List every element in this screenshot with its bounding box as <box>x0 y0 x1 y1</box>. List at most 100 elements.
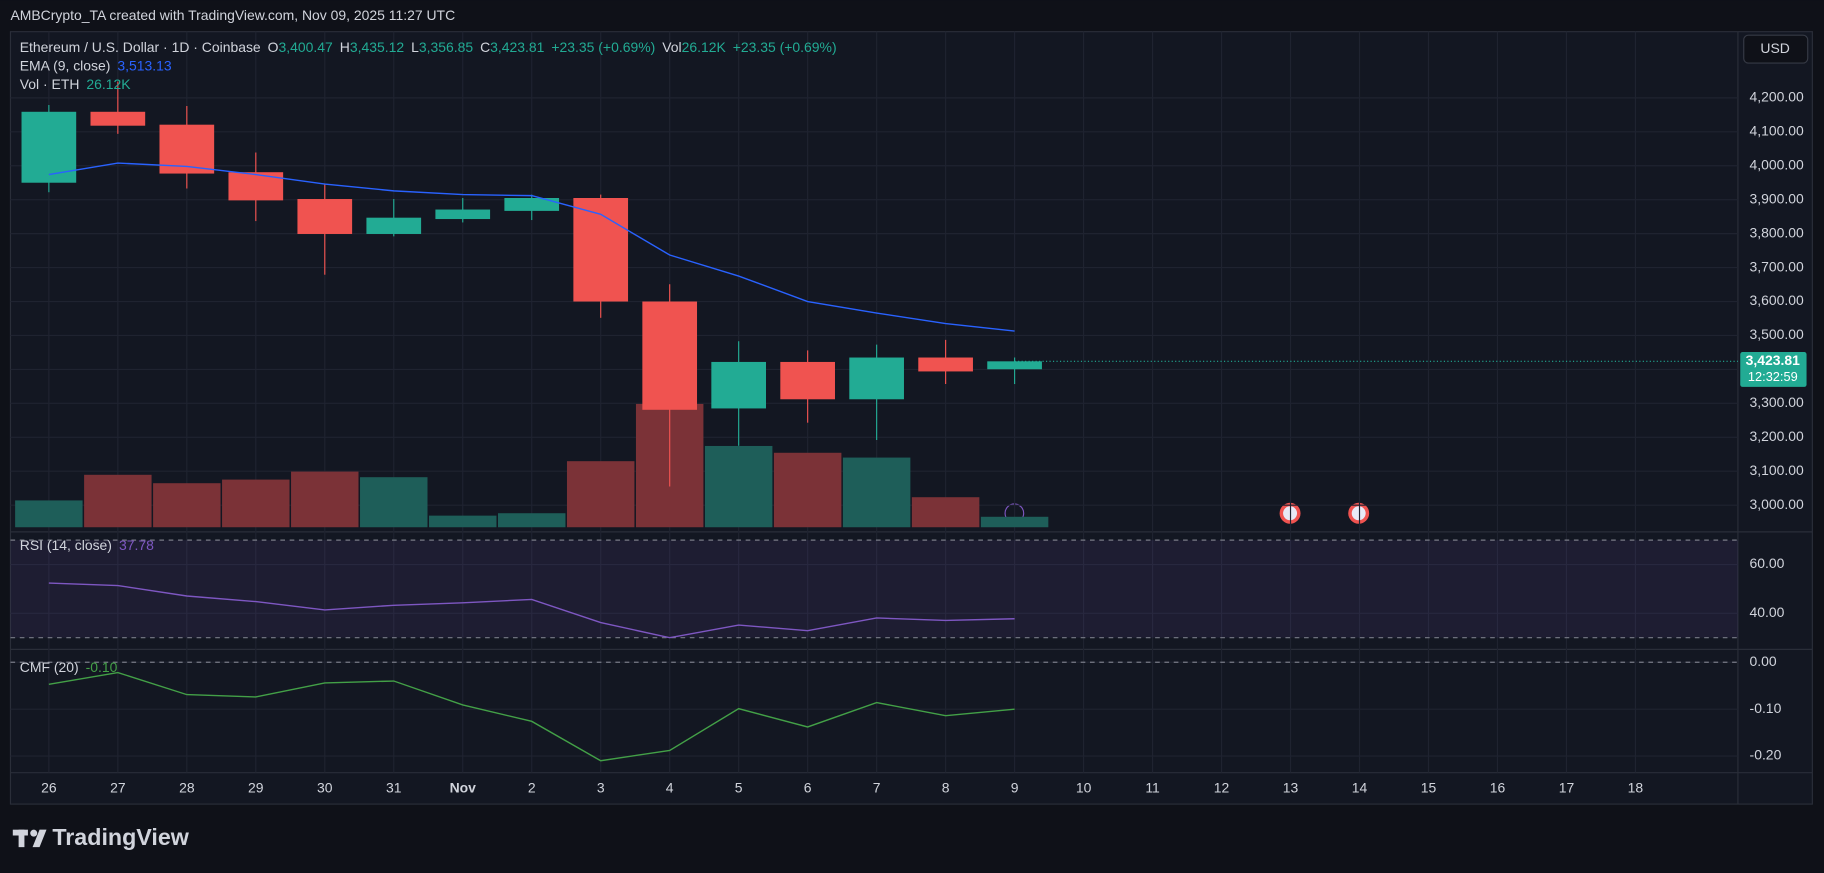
volume-bar <box>84 474 152 528</box>
ema-line <box>48 162 1015 332</box>
candle-body <box>504 197 560 211</box>
chart-frame <box>9 31 1813 805</box>
volume-name: Vol · ETH <box>20 76 80 92</box>
legend-value: 26.12K <box>682 39 727 55</box>
currency-button[interactable] <box>1743 34 1809 64</box>
x-tick-label: 3 <box>597 780 605 796</box>
x-tick-label: Nov <box>450 780 477 796</box>
candle-body <box>780 361 835 400</box>
x-tick-label: 5 <box>735 780 743 796</box>
candle-body <box>711 361 767 409</box>
y-tick-label: 3,500.00 <box>1750 326 1805 342</box>
y-tick-label: 4,100.00 <box>1750 122 1805 138</box>
legend-value: 3,356.85 <box>419 39 474 55</box>
legend-value: 3,400.47 <box>279 39 334 55</box>
y-tick-label: 60.00 <box>1750 555 1785 571</box>
y-tick-label: 3,000.00 <box>1750 496 1805 512</box>
x-tick-label: 31 <box>386 780 402 796</box>
x-tick-label: 6 <box>804 780 812 796</box>
volume-bar <box>153 483 221 528</box>
y-tick-label: 3,800.00 <box>1750 224 1805 240</box>
currency[interactable]: USD <box>1760 40 1789 56</box>
y-tick-label: 3,300.00 <box>1750 394 1805 410</box>
rsi-band <box>10 540 1738 638</box>
y-tick-label: 0.00 <box>1750 653 1777 669</box>
volume-bar <box>911 497 980 528</box>
overlay-value: 3,513.13 <box>117 57 172 73</box>
x-tick-label: 8 <box>942 780 950 796</box>
cmf-line <box>48 671 1015 762</box>
y-tick-label: 40.00 <box>1750 604 1785 620</box>
legend-value: 3,423.81 <box>490 39 545 55</box>
x-tick-label: 9 <box>1011 780 1019 796</box>
x-tick-label: 2 <box>528 780 536 796</box>
candle-body <box>228 172 284 201</box>
volume-bar <box>980 516 1049 528</box>
legend-value: 3,435.12 <box>350 39 405 55</box>
rsi-value: 37.78 <box>119 537 154 553</box>
x-tick-label: 7 <box>873 780 881 796</box>
y-tick-label: 3,600.00 <box>1750 292 1805 308</box>
legend-label: H <box>340 39 350 55</box>
volume-bar <box>291 471 359 528</box>
candle-body <box>366 217 422 234</box>
legend: Ethereum / U.S. Dollar · 1D · Coinbase O3… <box>20 39 837 55</box>
price-tag-timer: 12:32:59 <box>1748 369 1798 384</box>
candle-body <box>297 199 353 234</box>
x-tick-label: 11 <box>1145 780 1160 796</box>
rsi-line <box>48 582 1015 639</box>
candle-body <box>90 111 146 126</box>
legend: Vol · ETH 26.12K <box>20 76 131 92</box>
volume-bar <box>15 500 83 528</box>
y-tick-label: 4,200.00 <box>1750 89 1805 105</box>
credit: AMBCrypto_TA created with TradingView.co… <box>10 7 455 23</box>
y-tick-label: 3,900.00 <box>1750 190 1805 206</box>
candle-body <box>849 357 904 400</box>
volume-bar <box>842 457 911 528</box>
price-tag-value: 3,423.81 <box>1746 352 1801 368</box>
x-tick-label: 29 <box>248 780 264 796</box>
x-tick-label: 10 <box>1076 780 1092 796</box>
rsi-name: RSI (14, close) <box>20 537 112 553</box>
volume-bar <box>222 479 290 528</box>
x-tick-label: 30 <box>317 780 333 796</box>
x-tick-label: 28 <box>179 780 195 796</box>
volume-bar <box>773 452 842 528</box>
x-tick-label: 14 <box>1352 780 1368 796</box>
volume-bar <box>360 477 428 528</box>
candle-body <box>573 197 629 302</box>
legend-value: +23.35 (+0.69%) <box>551 39 655 55</box>
legend-label: O <box>268 39 279 55</box>
y-tick-label: 3,100.00 <box>1750 462 1805 478</box>
x-tick-label: 16 <box>1490 780 1506 796</box>
volume-bar <box>704 445 773 528</box>
volume-bar <box>566 461 635 528</box>
x-tick-label: 13 <box>1283 780 1299 796</box>
overlay-name: EMA (9, close) <box>20 57 111 73</box>
candle-body <box>435 209 491 220</box>
legend: CMF (20) -0.10 <box>20 659 118 675</box>
legend: EMA (9, close) 3,513.13 <box>20 57 172 73</box>
legend-label: C <box>480 39 490 55</box>
x-tick-label: 15 <box>1421 780 1437 796</box>
cmf-name: CMF (20) <box>20 659 79 675</box>
legend: RSI (14, close) 37.78 <box>20 537 154 553</box>
volume-value: 26.12K <box>86 76 131 92</box>
cmf-value: -0.10 <box>86 659 118 675</box>
legend-label: L <box>411 39 419 55</box>
x-tick-label: 26 <box>41 780 57 796</box>
x-tick-label: 18 <box>1628 780 1644 796</box>
candle-body <box>642 301 698 410</box>
y-tick-label: 3,700.00 <box>1750 258 1805 274</box>
candle-body <box>918 357 973 372</box>
symbol-title: Ethereum / U.S. Dollar · 1D · Coinbase <box>20 39 261 55</box>
legend-label: Vol <box>662 39 681 55</box>
brand-logo <box>12 829 47 848</box>
x-tick-label: 12 <box>1214 780 1230 796</box>
volume-bar <box>497 513 566 528</box>
y-tick-label: -0.20 <box>1750 747 1782 763</box>
x-tick-label: 27 <box>110 780 126 796</box>
x-tick-label: 4 <box>666 780 674 796</box>
volume-bar <box>429 515 497 528</box>
